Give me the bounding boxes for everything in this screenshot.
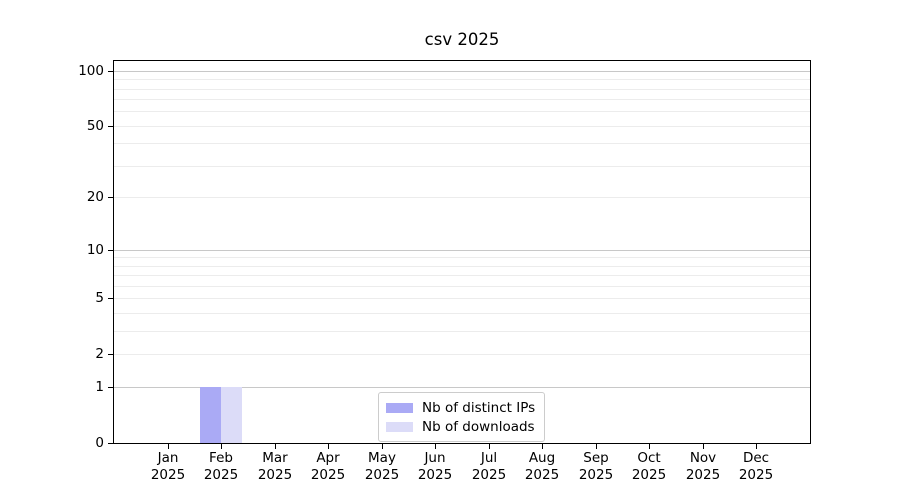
gridline-minor [114, 111, 810, 112]
x-tick-label-line: 2025 [578, 467, 614, 483]
x-tick-mark [756, 444, 757, 449]
x-tick-mark [435, 444, 436, 449]
gridline-minor [114, 331, 810, 332]
gridline-minor [114, 286, 810, 287]
x-tick-mark [328, 444, 329, 449]
x-tick-label: Mar 2025 [245, 450, 305, 484]
x-tick-label-line: Sep [583, 450, 609, 466]
x-tick-label-line: Jan [157, 450, 179, 466]
bar-nb-of-distinct-ips [200, 387, 221, 443]
x-tick-label-line: Oct [637, 450, 661, 466]
x-tick-label: Aug 2025 [512, 450, 572, 484]
x-tick-mark [221, 444, 222, 449]
y-tick-label: 50 [86, 118, 104, 134]
x-tick-label: Sep 2025 [566, 450, 626, 484]
y-tick-label: 2 [95, 346, 104, 362]
x-tick-label-line: Jun [424, 450, 446, 466]
gridline-major [114, 71, 810, 72]
x-tick-label-line: 2025 [685, 467, 721, 483]
x-tick-mark [542, 444, 543, 449]
gridline-minor [114, 257, 810, 258]
x-tick-label: Oct 2025 [619, 450, 679, 484]
x-tick-label: Nov 2025 [673, 450, 733, 484]
x-tick-mark [703, 444, 704, 449]
x-tick-label: Dec 2025 [726, 450, 786, 484]
x-tick-mark [649, 444, 650, 449]
gridline-minor [114, 354, 810, 355]
x-tick-label-line: Dec [742, 450, 770, 466]
gridline-minor [114, 126, 810, 127]
legend-swatch-downloads [386, 421, 413, 432]
plot-area [113, 60, 811, 444]
legend-item-downloads: Nb of downloads [386, 417, 535, 436]
y-tick-label: 10 [86, 242, 104, 258]
y-tick-mark [108, 354, 113, 355]
y-tick-mark [108, 71, 113, 72]
gridline-minor [114, 99, 810, 100]
x-tick-label: May 2025 [352, 450, 412, 484]
bar-nb-of-downloads [221, 387, 242, 443]
gridline-minor [114, 313, 810, 314]
x-tick-label-line: 2025 [417, 467, 453, 483]
x-tick-label-line: Aug [528, 450, 556, 466]
y-tick-mark [108, 298, 113, 299]
legend-label-downloads: Nb of downloads [422, 418, 535, 435]
x-tick-mark [596, 444, 597, 449]
gridline-minor [114, 275, 810, 276]
x-tick-mark [489, 444, 490, 449]
x-tick-label-line: 2025 [203, 467, 239, 483]
gridline-major [114, 387, 810, 388]
y-tick-mark [108, 197, 113, 198]
gridline-major [114, 250, 810, 251]
y-tick-mark [108, 126, 113, 127]
x-tick-label-line: 2025 [310, 467, 346, 483]
x-tick-label-line: 2025 [631, 467, 667, 483]
gridline-minor [114, 197, 810, 198]
y-tick-label: 5 [95, 290, 104, 306]
x-tick-label-line: 2025 [257, 467, 293, 483]
x-tick-label-line: Jul [480, 450, 498, 466]
chart-title: csv 2025 [424, 30, 500, 49]
x-tick-label-line: 2025 [738, 467, 774, 483]
gridline-minor [114, 89, 810, 90]
x-tick-label: Apr 2025 [298, 450, 358, 484]
x-tick-label: Jun 2025 [405, 450, 465, 484]
x-tick-mark [275, 444, 276, 449]
x-tick-label-line: 2025 [364, 467, 400, 483]
x-tick-label-line: May [368, 450, 396, 466]
x-tick-label: Feb 2025 [191, 450, 251, 484]
x-tick-label-line: 2025 [471, 467, 507, 483]
x-tick-label: Jan 2025 [138, 450, 198, 484]
legend: Nb of distinct IPs Nb of downloads [378, 392, 546, 442]
legend-swatch-distinct-ips [386, 402, 413, 413]
y-tick-label: 100 [78, 63, 104, 79]
gridline-minor [114, 79, 810, 80]
x-tick-label: Jul 2025 [459, 450, 519, 484]
gridline-minor [114, 143, 810, 144]
x-tick-label-line: Feb [209, 450, 233, 466]
x-tick-mark [382, 444, 383, 449]
x-tick-label-line: Nov [689, 450, 717, 466]
y-tick-label: 1 [95, 379, 104, 395]
x-tick-mark [168, 444, 169, 449]
x-tick-label-line: Mar [262, 450, 288, 466]
x-tick-label-line: 2025 [150, 467, 186, 483]
gridline-minor [114, 266, 810, 267]
y-tick-label: 0 [95, 435, 104, 451]
y-tick-label: 20 [86, 189, 104, 205]
y-tick-mark [108, 387, 113, 388]
y-tick-mark [108, 250, 113, 251]
x-tick-label-line: 2025 [524, 467, 560, 483]
legend-item-distinct-ips: Nb of distinct IPs [386, 398, 535, 417]
gridline-minor [114, 166, 810, 167]
y-tick-mark [108, 443, 113, 444]
legend-label-distinct-ips: Nb of distinct IPs [422, 399, 536, 416]
gridline-minor [114, 298, 810, 299]
x-tick-label-line: Apr [316, 450, 340, 466]
